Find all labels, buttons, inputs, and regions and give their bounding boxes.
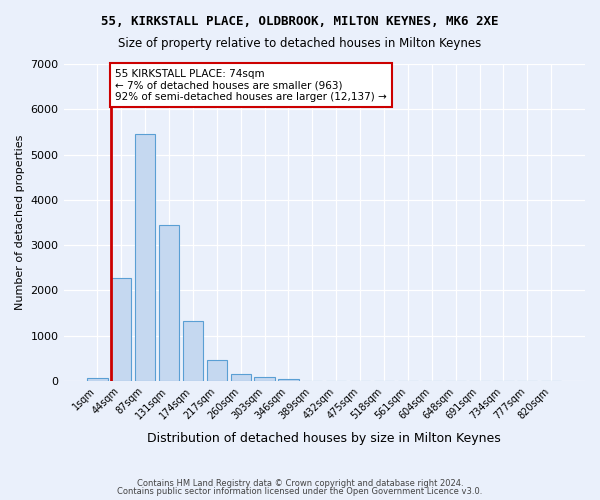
Text: 55, KIRKSTALL PLACE, OLDBROOK, MILTON KEYNES, MK6 2XE: 55, KIRKSTALL PLACE, OLDBROOK, MILTON KE… — [101, 15, 499, 28]
Text: Size of property relative to detached houses in Milton Keynes: Size of property relative to detached ho… — [118, 38, 482, 51]
Bar — [111, 278, 131, 381]
Y-axis label: Number of detached properties: Number of detached properties — [15, 135, 25, 310]
Text: Contains HM Land Registry data © Crown copyright and database right 2024.: Contains HM Land Registry data © Crown c… — [137, 478, 463, 488]
Text: Contains public sector information licensed under the Open Government Licence v3: Contains public sector information licen… — [118, 487, 482, 496]
Bar — [230, 374, 251, 381]
Bar — [87, 378, 107, 381]
Bar — [183, 321, 203, 381]
Text: 55 KIRKSTALL PLACE: 74sqm
← 7% of detached houses are smaller (963)
92% of semi-: 55 KIRKSTALL PLACE: 74sqm ← 7% of detach… — [115, 68, 386, 102]
X-axis label: Distribution of detached houses by size in Milton Keynes: Distribution of detached houses by size … — [148, 432, 501, 445]
Bar — [135, 134, 155, 381]
Bar — [206, 360, 227, 381]
Bar — [254, 377, 275, 381]
Bar — [278, 379, 299, 381]
Bar — [159, 225, 179, 381]
